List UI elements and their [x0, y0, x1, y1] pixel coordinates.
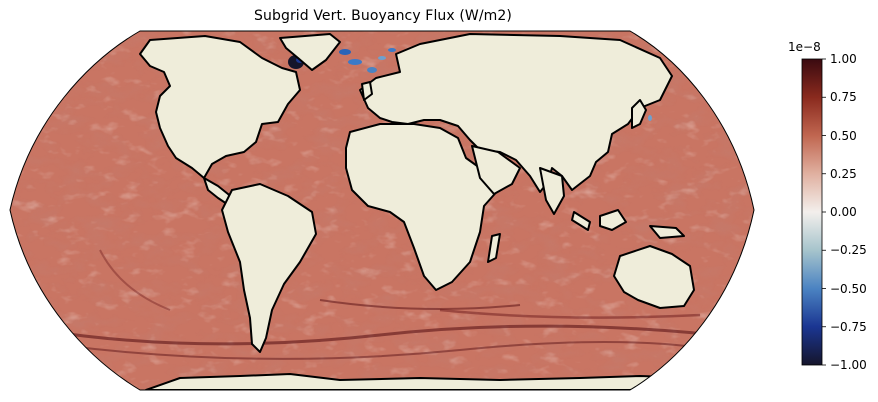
japan	[631, 99, 647, 129]
north-america	[139, 35, 301, 179]
colorbar-tick-label: 1.00	[830, 52, 857, 66]
eurasia	[359, 33, 673, 193]
africa	[345, 123, 509, 291]
greenland	[279, 33, 341, 71]
colorbar-tick-label: 0.50	[830, 128, 857, 143]
australia	[613, 245, 695, 309]
colorbar-tick-label: 0.25	[830, 166, 857, 181]
map-title: Subgrid Vert. Buoyancy Flux (W/m2)	[254, 8, 512, 24]
new-guinea	[649, 225, 685, 239]
arabia	[471, 145, 521, 195]
colorbar-tick-label: −1.00	[830, 358, 867, 372]
colorbar-tick-label: −0.25	[830, 243, 867, 258]
colorbar-tick-label: 0.00	[830, 205, 857, 219]
indonesia-borneo	[599, 209, 627, 231]
globe-outline	[9, 30, 755, 391]
colorbar-tick-label: −0.50	[830, 281, 867, 296]
indonesia-sumatra	[571, 211, 591, 231]
colorbar-gradient	[801, 58, 823, 366]
south-america	[221, 183, 317, 353]
india	[539, 167, 565, 215]
colorbar	[801, 58, 826, 366]
land-masses	[139, 33, 735, 390]
ocean-field	[10, 31, 754, 390]
uk	[361, 81, 373, 101]
colorbar-ticks	[822, 58, 826, 366]
new-zealand	[725, 293, 735, 317]
colorbar-tick-label: −0.75	[830, 319, 867, 334]
madagascar	[487, 233, 501, 263]
colorbar-exponent: 1e−8	[788, 40, 821, 54]
colorbar-tick-label: 0.75	[830, 90, 857, 105]
